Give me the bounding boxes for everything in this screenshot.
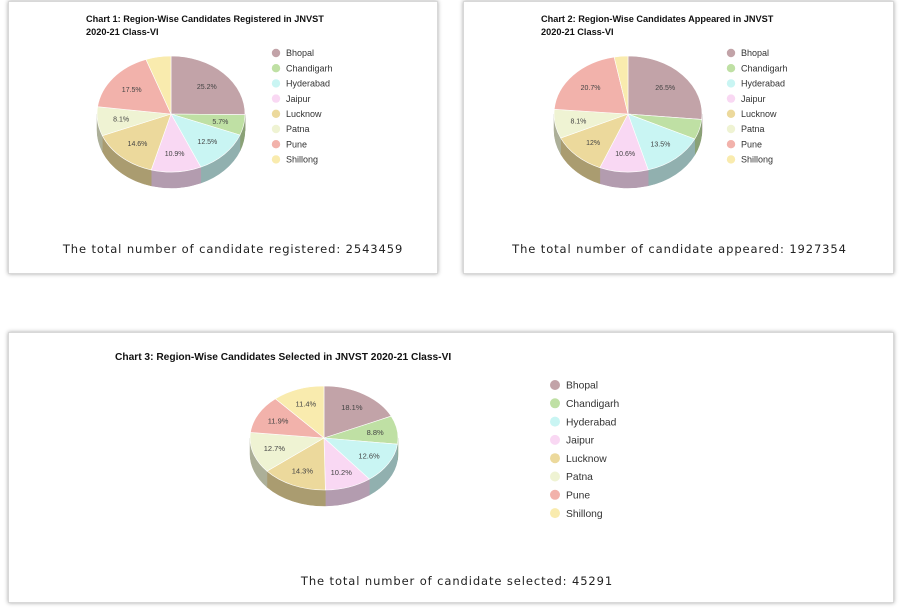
- pie-label-patna: 8.1%: [113, 117, 129, 124]
- pie-slice-hyderabad[interactable]: [170, 113, 241, 168]
- pie-slice-shillong[interactable]: [145, 55, 172, 115]
- legend-marker-pune: [271, 140, 281, 149]
- pie-label-bhopal: 26.5%: [655, 85, 675, 92]
- pie-label-hyderabad: 12.5%: [197, 139, 217, 146]
- chart-2-title-line-2: 2020-21 Class-VI: [541, 27, 614, 37]
- legend-item-lucknow[interactable]: Lucknow: [741, 109, 777, 119]
- pie-label-jaipur: 10.6%: [615, 151, 635, 158]
- pie-label-shillong: 11.4%: [295, 399, 316, 408]
- pie-label-hyderabad: 12.6%: [358, 451, 380, 460]
- chart-1-title-line-1: Chart 1: Region-Wise Candidates Register…: [86, 14, 324, 24]
- pie-slice-hyderabad[interactable]: [627, 113, 696, 171]
- legend-item-jaipur[interactable]: Jaipur: [741, 94, 766, 104]
- legend-item-lucknow[interactable]: Lucknow: [286, 109, 322, 119]
- pie-label-pune: 20.7%: [581, 85, 601, 92]
- pie-slice-bhopal[interactable]: [627, 55, 703, 120]
- legend-marker-lucknow: [726, 109, 736, 119]
- legend-marker-pune: [726, 140, 736, 149]
- pie-slice-bhopal[interactable]: [323, 385, 392, 439]
- pie-slice-lucknow[interactable]: [101, 113, 172, 171]
- pie-label-patna: 8.1%: [570, 118, 586, 125]
- legend-item-hyderabad[interactable]: Hyderabad: [566, 417, 617, 428]
- pie-label-hyderabad: 13.5%: [651, 142, 671, 149]
- legend-marker-hyderabad: [726, 79, 736, 88]
- pie-label-patna: 12.7%: [264, 444, 286, 453]
- legend-item-pune[interactable]: Pune: [566, 491, 590, 502]
- pie-label-pune: 17.5%: [122, 87, 142, 94]
- pie-slice-lucknow[interactable]: [266, 437, 326, 491]
- legend-marker-jaipur: [271, 94, 281, 103]
- chart-1-card: Chart 1: Region-Wise Candidates Register…: [8, 1, 438, 274]
- chart-1-pie: Chart 1: Region-Wise Candidates Register…: [86, 14, 333, 189]
- legend-marker-shillong: [550, 508, 560, 519]
- pie-slice-bhopal[interactable]: [170, 55, 246, 116]
- legend-item-lucknow[interactable]: Lucknow: [566, 454, 607, 465]
- pie-label-bhopal: 18.1%: [341, 403, 363, 412]
- chart-3-pie: Chart 3: Region-Wise Candidates Selected…: [115, 352, 620, 520]
- pie-label-jaipur: 10.2%: [331, 468, 353, 477]
- pie-label-lucknow: 14.6%: [128, 141, 148, 148]
- legend-item-jaipur[interactable]: Jaipur: [286, 94, 311, 104]
- chart-3-total: The total number of candidate selected: …: [300, 574, 614, 588]
- legend-marker-bhopal: [271, 48, 281, 58]
- legend-item-bhopal[interactable]: Bhopal: [286, 48, 314, 58]
- legend-item-bhopal[interactable]: Bhopal: [566, 381, 598, 392]
- pie-slice-shillong[interactable]: [274, 385, 325, 439]
- legend-item-bhopal[interactable]: Bhopal: [741, 48, 769, 58]
- pie-slice-pune[interactable]: [97, 59, 172, 115]
- chart-1-title-line-2: 2020-21 Class-VI: [86, 27, 159, 37]
- legend-marker-patna: [271, 124, 281, 134]
- legend-marker-lucknow: [271, 109, 281, 119]
- legend-marker-hyderabad: [271, 79, 281, 88]
- legend-marker-pune: [550, 489, 560, 500]
- pie-label-lucknow: 14.3%: [292, 467, 314, 476]
- legend-marker-chandigarh: [726, 63, 736, 73]
- chart-3-card: Chart 3: Region-Wise Candidates Selected…: [8, 332, 894, 603]
- chart-2-card: Chart 2: Region-Wise Candidates Appeared…: [463, 1, 894, 274]
- legend-item-shillong[interactable]: Shillong: [566, 509, 603, 520]
- legend-item-jaipur[interactable]: Jaipur: [566, 436, 595, 447]
- legend-marker-jaipur: [550, 434, 560, 445]
- legend-marker-chandigarh: [271, 63, 281, 73]
- legend-item-pune[interactable]: Pune: [286, 139, 307, 149]
- legend-item-shillong[interactable]: Shillong: [286, 155, 318, 165]
- chart-1-total: The total number of candidate registered…: [62, 242, 404, 256]
- pie-label-pune: 11.9%: [268, 417, 289, 426]
- pie-slice-pune[interactable]: [553, 56, 629, 115]
- pie-label-jaipur: 10.9%: [165, 151, 185, 158]
- pie-slice-shillong[interactable]: [613, 55, 629, 115]
- legend-item-patna[interactable]: Patna: [566, 472, 593, 483]
- legend-marker-lucknow: [550, 453, 560, 464]
- pie-label-lucknow: 12%: [586, 140, 600, 147]
- legend-item-patna[interactable]: Patna: [286, 124, 310, 134]
- legend-marker-jaipur: [726, 94, 736, 103]
- chart-2-pie: Chart 2: Region-Wise Candidates Appeared…: [541, 14, 788, 189]
- legend-marker-hyderabad: [550, 416, 560, 427]
- legend-item-pune[interactable]: Pune: [741, 139, 762, 149]
- chart-3-title-line-1: Chart 3: Region-Wise Candidates Selected…: [115, 352, 451, 363]
- legend-item-chandigarh[interactable]: Chandigarh: [566, 399, 620, 410]
- legend-marker-shillong: [271, 155, 281, 164]
- legend-item-patna[interactable]: Patna: [741, 124, 765, 134]
- legend-marker-shillong: [726, 155, 736, 164]
- pie-slice-hyderabad[interactable]: [323, 437, 398, 480]
- legend-marker-patna: [550, 471, 560, 482]
- legend-item-hyderabad[interactable]: Hyderabad: [741, 79, 785, 89]
- legend-marker-patna: [726, 124, 736, 134]
- legend-marker-bhopal: [726, 48, 736, 58]
- pie-label-chandigarh: 5.7%: [212, 119, 228, 126]
- legend-item-hyderabad[interactable]: Hyderabad: [286, 79, 330, 89]
- chart-2-title-line-1: Chart 2: Region-Wise Candidates Appeared…: [541, 14, 774, 24]
- pie-label-bhopal: 25.2%: [197, 84, 217, 91]
- pie-slice-patna[interactable]: [249, 432, 325, 472]
- pie-label-chandigarh: 8.8%: [367, 428, 384, 437]
- legend-item-shillong[interactable]: Shillong: [741, 155, 773, 165]
- legend-item-chandigarh[interactable]: Chandigarh: [286, 63, 333, 73]
- legend-marker-chandigarh: [550, 398, 560, 409]
- legend-marker-bhopal: [550, 380, 560, 390]
- chart-2-total: The total number of candidate appeared: …: [512, 242, 847, 256]
- legend-item-chandigarh[interactable]: Chandigarh: [741, 63, 788, 73]
